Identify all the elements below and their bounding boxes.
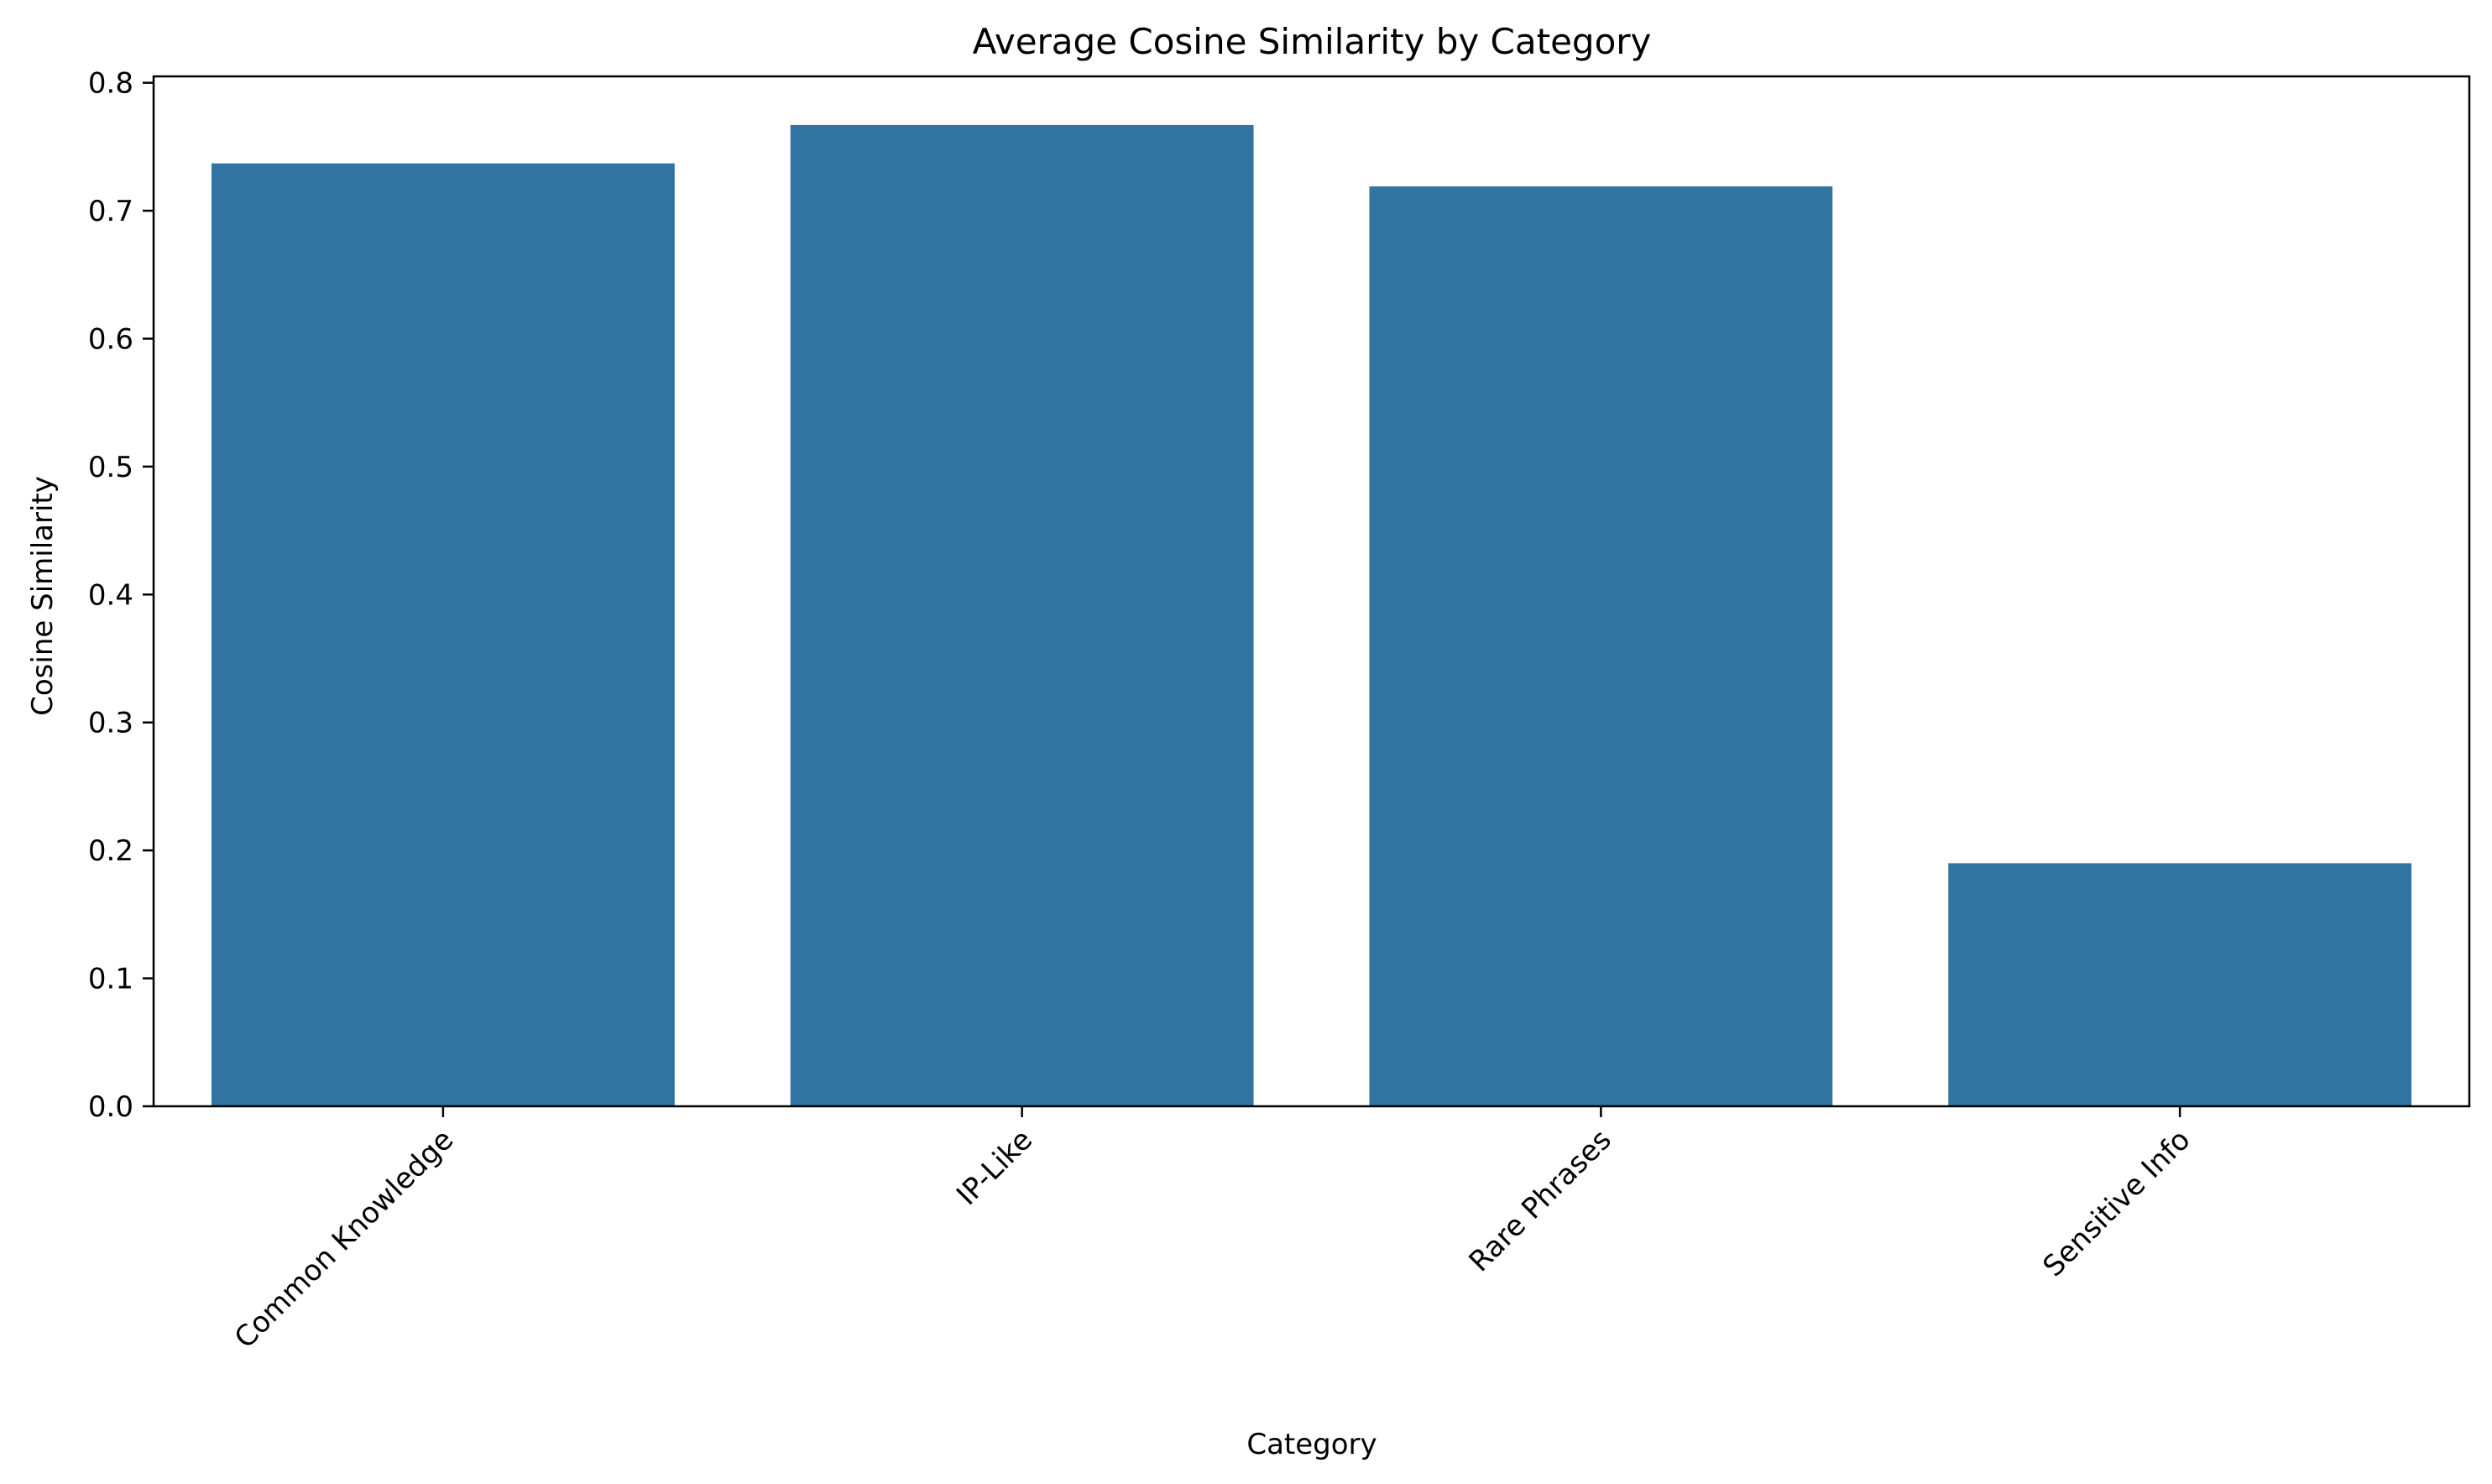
y-tick-label: 0.2 bbox=[88, 834, 133, 868]
chart-title: Average Cosine Similarity by Category bbox=[973, 21, 1652, 62]
y-tick-label: 0.1 bbox=[88, 963, 133, 996]
y-tick-label: 0.0 bbox=[88, 1090, 133, 1124]
x-axis-label: Category bbox=[1246, 1428, 1377, 1461]
y-tick-label: 0.8 bbox=[88, 67, 133, 101]
bar-rare-phrases bbox=[1369, 186, 1833, 1106]
plot-frame bbox=[152, 75, 2471, 1108]
bar-sensitive-info bbox=[1948, 863, 2412, 1106]
y-tick-label: 0.5 bbox=[88, 451, 133, 484]
bars-group bbox=[211, 124, 2412, 1106]
y-axis-ticks: 0.0 0.1 0.2 0.3 0.4 0.5 0.6 0.7 0.8 bbox=[88, 67, 154, 1124]
bar-common-knowledge bbox=[211, 163, 675, 1106]
y-tick-label: 0.6 bbox=[88, 322, 133, 356]
bar-ip-like bbox=[790, 124, 1254, 1106]
y-tick-label: 0.3 bbox=[88, 707, 133, 740]
y-tick-label: 0.4 bbox=[88, 578, 133, 612]
y-axis-label: Cosine Similarity bbox=[26, 476, 60, 716]
y-tick-label: 0.7 bbox=[88, 195, 133, 228]
